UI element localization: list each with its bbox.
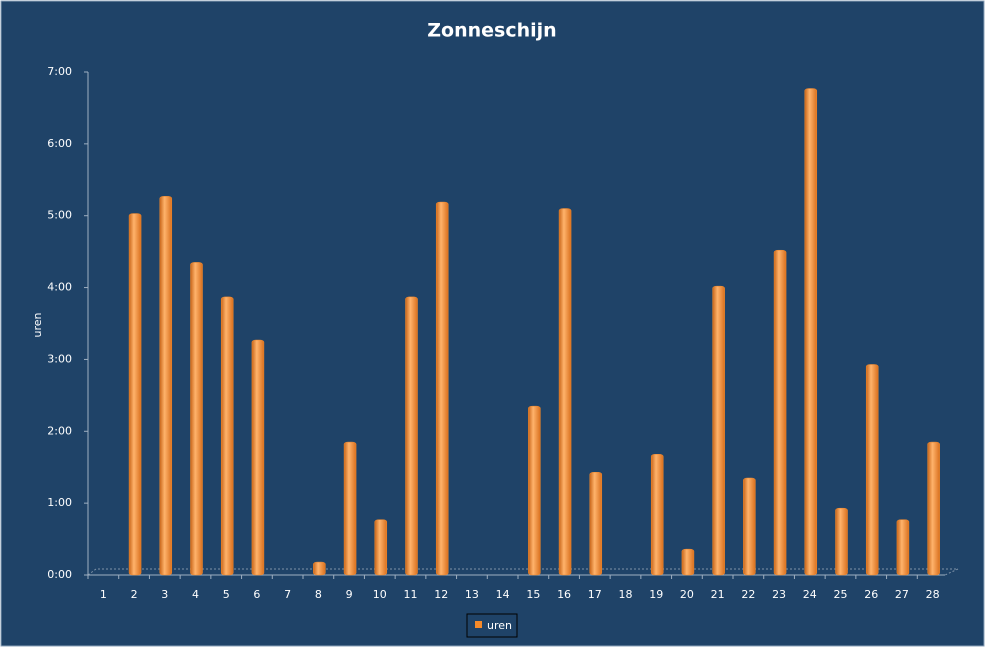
x-tick-label: 10 <box>373 588 387 601</box>
bar <box>220 296 234 576</box>
bar <box>773 249 787 576</box>
x-tick-label: 21 <box>711 588 725 601</box>
x-tick-label: 22 <box>741 588 755 601</box>
legend: uren <box>466 613 518 638</box>
bar <box>528 405 541 576</box>
bar <box>681 548 695 576</box>
bar <box>374 519 388 576</box>
floor <box>86 568 959 576</box>
x-tick-label: 5 <box>223 588 230 601</box>
x-tick-label: 27 <box>895 588 909 601</box>
x-tick-label: 15 <box>526 588 540 601</box>
y-tick-label: 7:00 <box>47 65 72 78</box>
bar <box>313 561 326 576</box>
x-tick-label: 7 <box>284 588 291 601</box>
bar <box>712 285 725 576</box>
x-tick-label: 28 <box>926 588 940 601</box>
bar <box>435 201 449 576</box>
x-tick-label: 3 <box>161 588 168 601</box>
y-tick-label: 3:00 <box>47 352 72 365</box>
x-tick-label: 4 <box>192 588 199 601</box>
y-tick-label: 0:00 <box>47 568 72 581</box>
bar <box>743 477 756 576</box>
legend-swatch <box>475 621 482 628</box>
x-tick-label: 13 <box>465 588 479 601</box>
x-tick-label: 2 <box>131 588 138 601</box>
x-tick-label: 19 <box>649 588 663 601</box>
x-tick-label: 16 <box>557 588 571 601</box>
x-tick-label: 24 <box>803 588 817 601</box>
x-tick-label: 26 <box>864 588 878 601</box>
x-tick-label: 8 <box>315 588 322 601</box>
x-tick-label: 20 <box>680 588 694 601</box>
x-tick-label: 25 <box>834 588 848 601</box>
legend-label: uren <box>487 619 512 632</box>
bar <box>159 196 173 576</box>
bar <box>927 441 940 576</box>
bar <box>896 519 910 576</box>
x-tick-label: 17 <box>588 588 602 601</box>
y-tick-label: 4:00 <box>47 281 72 294</box>
chart-title: Zonneschijn <box>427 20 556 42</box>
x-tick-label: 23 <box>772 588 786 601</box>
bar <box>343 441 357 576</box>
bar <box>558 208 572 576</box>
bar <box>835 507 848 576</box>
bar <box>804 88 818 576</box>
bar <box>650 454 664 576</box>
bar <box>589 471 603 576</box>
y-axis-label: uren <box>31 312 44 337</box>
bar <box>251 339 265 576</box>
bar <box>128 213 142 576</box>
bar <box>190 262 203 576</box>
bar <box>865 364 879 576</box>
y-tick-label: 2:00 <box>47 424 72 437</box>
x-tick-label: 1 <box>100 588 107 601</box>
y-tick-label: 6:00 <box>47 137 72 150</box>
y-tick-label: 5:00 <box>47 209 72 222</box>
x-tick-label: 12 <box>434 588 448 601</box>
bar <box>405 296 418 576</box>
x-tick-label: 9 <box>346 588 353 601</box>
y-tick-label: 1:00 <box>47 496 72 509</box>
legend-box <box>466 613 518 638</box>
x-tick-label: 6 <box>253 588 260 601</box>
x-tick-label: 11 <box>404 588 418 601</box>
x-tick-label: 14 <box>496 588 510 601</box>
x-tick-label: 18 <box>619 588 633 601</box>
